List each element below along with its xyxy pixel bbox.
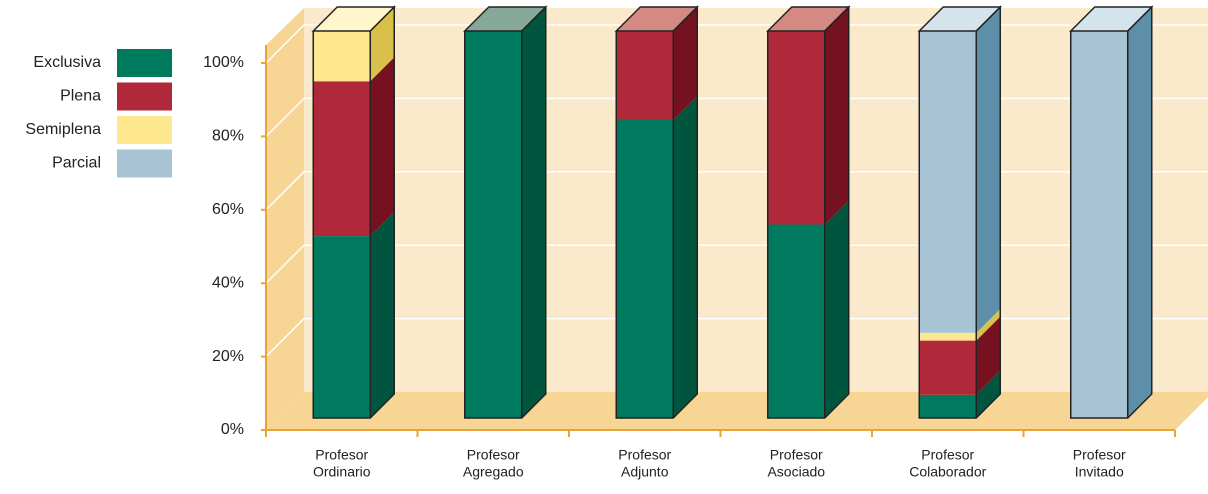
x-tick-label: Asociado: [767, 464, 825, 480]
x-tick-label: Profesor: [770, 447, 823, 463]
bar-front: [616, 120, 674, 418]
x-tick-label: Profesor: [921, 447, 974, 463]
legend-swatch: [117, 82, 172, 111]
bar-side: [370, 57, 395, 237]
legend-swatch: [117, 149, 172, 178]
legend-label: Exclusiva: [33, 54, 101, 71]
legend-label: Semiplena: [25, 121, 101, 138]
bar-segment: [1068, 6, 1154, 418]
bar-side: [824, 7, 849, 225]
grid-line: [265, 171, 1208, 211]
bar-front: [616, 31, 674, 121]
bar-front: [919, 332, 977, 341]
bar-segment: [311, 6, 397, 82]
x-tick-label: Profesor: [618, 447, 671, 463]
legend-swatch: [117, 49, 172, 77]
bar-segment: [919, 308, 1001, 341]
grid-line: [265, 97, 1208, 137]
bar-front: [313, 31, 371, 82]
grid-line: [265, 244, 1208, 284]
bar-side: [976, 7, 1001, 333]
x-tick-label: Adjunto: [621, 464, 669, 480]
legend-swatch: [117, 116, 172, 144]
bar-side: [976, 370, 1001, 418]
bar-segment: [917, 6, 1003, 333]
bar-outline: [615, 5, 698, 419]
bar-front: [313, 81, 371, 237]
bar-side: [673, 7, 698, 121]
bar-segment: [614, 6, 700, 121]
bar-front: [767, 224, 825, 418]
bar-side: [370, 212, 395, 418]
bar-segment: [767, 200, 849, 418]
y-tick-label: 0%: [221, 421, 244, 438]
bar-segment: [616, 96, 698, 418]
x-tick-label: Profesor: [467, 447, 520, 463]
x-tick-label: Profesor: [1073, 447, 1126, 463]
bar-side: [673, 96, 698, 418]
bar-side: [824, 200, 849, 418]
bar-front: [919, 394, 977, 418]
bar-outline: [464, 5, 547, 419]
legend-label: Plena: [60, 88, 101, 105]
side-wall: [266, 8, 304, 430]
bar-side: [521, 7, 546, 418]
bar-front: [464, 31, 522, 418]
legend-label: Parcial: [52, 155, 101, 172]
bar-segment: [313, 57, 395, 237]
floor: [266, 392, 1208, 430]
bar-front: [767, 31, 825, 225]
x-tick-label: Colaborador: [909, 464, 986, 480]
y-tick-label: 100%: [203, 54, 244, 71]
bar-front: [1070, 31, 1128, 418]
x-tick-label: Agregado: [463, 464, 524, 480]
bar-segment: [765, 6, 851, 225]
x-tick-label: Profesor: [315, 447, 368, 463]
bar-side: [976, 308, 1001, 341]
y-tick-label: 40%: [212, 274, 244, 291]
bar-side: [1127, 7, 1152, 418]
bar-side: [976, 316, 1001, 395]
bar-outline: [1070, 5, 1153, 419]
bar-segment: [919, 316, 1001, 395]
bar-segment: [919, 370, 1001, 418]
bar-segment: [462, 6, 548, 418]
bar-segment: [313, 212, 395, 418]
grid-line: [265, 317, 1208, 358]
bar-front: [313, 236, 371, 418]
grid-line: [265, 24, 1208, 64]
bar-front: [919, 340, 977, 395]
bar-outline: [767, 5, 850, 419]
bar-outline: [312, 5, 395, 419]
bar-front: [919, 31, 977, 333]
y-tick-label: 80%: [212, 128, 244, 145]
y-tick-label: 20%: [212, 348, 244, 365]
x-tick-label: Ordinario: [313, 464, 371, 480]
y-tick-label: 60%: [212, 201, 244, 218]
x-tick-label: Invitado: [1075, 464, 1124, 480]
bar-outline: [918, 5, 1001, 419]
